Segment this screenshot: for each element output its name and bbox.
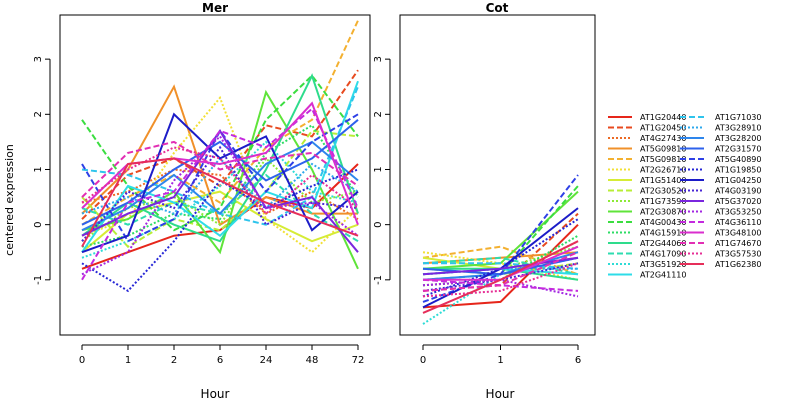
legend-label-19: AT3G28200 xyxy=(715,134,761,143)
mer-series-line-5 xyxy=(81,20,359,226)
legend-label-6: AT2G26710 xyxy=(640,166,686,175)
mer-y-tick-label: 0 xyxy=(33,221,44,227)
mer-series-line-12 xyxy=(81,123,359,248)
legend-label-20: AT2G31570 xyxy=(715,145,761,154)
legend-label-17: AT1G71030 xyxy=(715,113,761,122)
mer-series-line-24 xyxy=(81,145,359,242)
legend-label-12: AT4G15910 xyxy=(640,229,686,238)
mer-x-axis-label: Hour xyxy=(201,387,230,400)
legend-label-2: AT1G20450 xyxy=(640,124,686,133)
mer-series-line-3 xyxy=(81,168,359,220)
mer-y-axis: -1 0 1 2 3 xyxy=(33,56,51,285)
cot-x-tick-label: 6 xyxy=(575,355,581,366)
cot-series-line-29 xyxy=(422,251,579,292)
cot-series-lines xyxy=(422,174,579,325)
legend-label-31: AT1G62380 xyxy=(715,260,761,269)
legend-label-4: AT5G09810 xyxy=(640,145,686,154)
panel-cot: Cot 0 1 6 -1 0 1 2 3 Hour xyxy=(373,1,596,400)
mer-x-axis: 0 1 2 6 24 48 72 xyxy=(79,344,365,366)
cot-series-line-25 xyxy=(422,256,579,276)
legend-label-29: AT1G74670 xyxy=(715,239,761,248)
cot-series-line-21 xyxy=(422,174,579,303)
legend-label-26: AT3G53250 xyxy=(715,208,761,217)
cot-y-tick-label: 1 xyxy=(373,166,384,172)
mer-series-line-20 xyxy=(81,119,359,226)
mer-series-line-16 xyxy=(81,80,359,253)
cot-plot-frame xyxy=(399,14,596,336)
legend-label-5: AT5G09810 xyxy=(640,155,686,164)
mer-series-line-31 xyxy=(81,157,359,248)
legend-label-21: AT5G40890 xyxy=(715,155,761,164)
mer-series-line-25 xyxy=(81,129,359,253)
panel-mer: Mer 0 1 2 6 24 48 72 -1 0 1 2 3 Hour xyxy=(33,1,371,400)
legend-label-27: AT4G36110 xyxy=(715,218,761,227)
mer-y-tick-label: 2 xyxy=(33,111,44,117)
legend-label-13: AT2G44060 xyxy=(640,239,686,248)
legend-label-9: AT1G73590 xyxy=(640,197,686,206)
mer-panel-title: Mer xyxy=(202,1,228,15)
cot-series-line-31 xyxy=(422,240,579,314)
legend-label-15: AT3G51920 xyxy=(640,260,686,269)
mer-x-tick-label: 6 xyxy=(217,355,223,366)
mer-series-line-30 xyxy=(81,146,359,216)
cot-panel-title: Cot xyxy=(486,1,509,15)
cot-y-tick-label: 3 xyxy=(373,56,384,62)
cot-x-tick-label: 1 xyxy=(497,355,503,366)
legend: AT1G20440AT1G20450AT4G27430AT5G09810AT5G… xyxy=(608,113,761,280)
mer-y-tick-label: -1 xyxy=(33,275,44,285)
cot-series-line-30 xyxy=(422,262,579,298)
cot-series-line-17 xyxy=(423,262,579,270)
mer-x-tick-label: 24 xyxy=(260,355,273,366)
cot-x-axis-label: Hour xyxy=(486,387,515,400)
legend-label-3: AT4G27430 xyxy=(640,134,686,143)
legend-label-30: AT3G57530 xyxy=(715,250,761,259)
legend-label-16: AT2G41110 xyxy=(640,271,686,280)
mer-series-line-10 xyxy=(81,89,359,270)
legend-label-11: AT4G00430 xyxy=(640,218,686,227)
legend-label-8: AT2G30520 xyxy=(640,187,686,196)
cot-x-tick-label: 0 xyxy=(420,355,426,366)
legend-label-7: AT1G51400 xyxy=(640,176,686,185)
mer-x-tick-label: 72 xyxy=(352,355,365,366)
mer-y-tick-label: 1 xyxy=(33,166,44,172)
legend-label-24: AT4G03190 xyxy=(715,187,761,196)
mer-series-lines xyxy=(81,20,359,293)
legend-label-14: AT4G17090 xyxy=(640,250,686,259)
mer-y-tick-label: 3 xyxy=(33,56,44,62)
cot-y-axis: -1 0 1 2 3 xyxy=(373,56,391,285)
cot-y-tick-label: 2 xyxy=(373,111,384,117)
cot-y-tick-label: 0 xyxy=(373,221,384,227)
legend-label-23: AT1G04250 xyxy=(715,176,761,185)
legend-label-28: AT3G48100 xyxy=(715,229,761,238)
y-axis-label: centered expression xyxy=(3,144,16,256)
mer-series-line-29 xyxy=(81,140,359,198)
mer-x-tick-label: 2 xyxy=(171,355,177,366)
cot-x-axis: 0 1 6 xyxy=(420,344,581,366)
mer-series-line-19 xyxy=(81,140,359,232)
legend-label-1: AT1G20440 xyxy=(640,113,686,122)
mer-series-line-23 xyxy=(81,112,359,254)
mer-plot-frame xyxy=(59,14,371,336)
mer-x-tick-label: 1 xyxy=(125,355,131,366)
mer-x-tick-label: 0 xyxy=(79,355,85,366)
mer-series-line-15 xyxy=(81,140,359,259)
legend-label-18: AT3G28910 xyxy=(715,124,761,133)
legend-label-25: AT5G37020 xyxy=(715,197,761,206)
legend-label-10: AT2G30870 xyxy=(640,208,686,217)
cot-y-tick-label: -1 xyxy=(373,275,384,285)
mer-x-tick-label: 48 xyxy=(306,355,319,366)
legend-label-22: AT1G19850 xyxy=(715,166,761,175)
mer-series-line-8 xyxy=(81,129,359,248)
